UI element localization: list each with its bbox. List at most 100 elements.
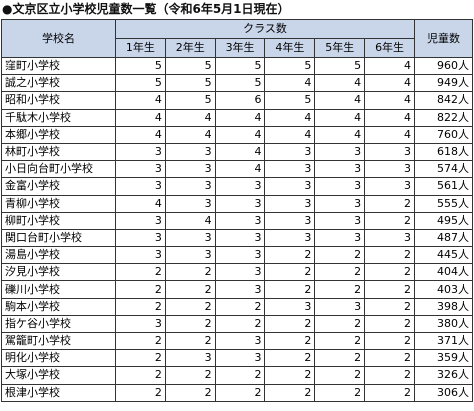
header-cell: 5年生 (314, 38, 366, 58)
table-cell: 2 (264, 349, 316, 368)
table-row: 湯島小学校 3 3 3 2 2 2 445人 (1, 246, 473, 265)
table-row: 明化小学校 2 3 3 2 2 2 359人 (1, 349, 473, 368)
table-cell: 柳町小学校 (1, 211, 116, 230)
table-cell: 3 (264, 297, 316, 316)
table-cell: 2 (264, 280, 316, 299)
table-cell: 4 (264, 108, 316, 127)
table-cell: 3 (164, 246, 216, 265)
table-cell: 404人 (414, 263, 473, 282)
table-cell: 495人 (414, 211, 473, 230)
table-cell: 2 (364, 263, 415, 282)
table-cell: 3 (115, 211, 166, 230)
table-cell: 4 (264, 74, 316, 93)
table-cell: 4 (314, 108, 366, 127)
table-row: 柳町小学校 3 4 3 3 3 2 495人 (1, 211, 473, 230)
table-cell: 2 (364, 297, 415, 316)
table-cell: 3 (164, 160, 216, 179)
table-cell: 青柳小学校 (1, 194, 116, 213)
header-cell: 2年生 (164, 38, 216, 58)
table-cell: 林町小学校 (1, 142, 116, 162)
table-cell: 2 (115, 331, 166, 351)
table-cell: 3 (115, 160, 166, 179)
table-cell: 618人 (414, 142, 473, 162)
table-cell: 3 (214, 211, 266, 230)
table-cell: 2 (214, 383, 266, 402)
table-cell: 2 (115, 280, 166, 299)
table-cell: 3 (214, 246, 266, 265)
table-cell: 3 (314, 194, 366, 213)
table-cell: 4 (164, 125, 216, 144)
table-cell: 明化小学校 (1, 349, 116, 368)
title: ●文京区立小学校児童数一覧（令和6年5月1日現在） (2, 2, 290, 16)
table-cell: 3 (314, 228, 366, 248)
table-cell: 2 (364, 211, 415, 230)
table-cell: 3 (264, 177, 316, 196)
table-cell: 2 (264, 366, 316, 385)
table-cell: 3 (314, 177, 366, 196)
table-cell: 3 (264, 142, 316, 162)
table-cell: 3 (314, 297, 366, 316)
header-cell: 4年生 (264, 38, 316, 58)
table-row: 小日向台町小学校 3 3 4 3 3 3 574人 (1, 160, 473, 179)
table-cell: 3 (214, 194, 266, 213)
table-row: 根津小学校 2 2 2 2 2 2 306人 (1, 383, 473, 402)
table-cell: 371人 (414, 331, 473, 351)
table-cell: 2 (164, 366, 216, 385)
table-row: 林町小学校 3 3 4 3 3 3 618人 (1, 142, 473, 162)
header-cell: 1年生 (115, 38, 166, 58)
header-cell: 3年生 (214, 38, 266, 58)
table-cell: 760人 (414, 125, 473, 144)
table-cell: 4 (314, 125, 366, 144)
table-cell: 大塚小学校 (1, 366, 116, 385)
table-cell: 2 (314, 366, 366, 385)
header-cell: クラス数 (115, 19, 415, 39)
table-cell: 3 (364, 142, 415, 162)
table-cell: 2 (314, 349, 366, 368)
header-row: 学校名 クラス数 児童数 (1, 19, 473, 58)
table-cell: 403人 (414, 280, 473, 299)
table-row: 窪町小学校 5 5 5 5 5 4 960人 (1, 56, 473, 76)
table-cell: 3 (115, 142, 166, 162)
table-row: 千駄木小学校 4 4 4 4 4 4 822人 (1, 108, 473, 127)
table-row: 昭和小学校 4 5 6 5 4 4 842人 (1, 91, 473, 110)
table-cell: 2 (314, 383, 366, 402)
table-cell: 金富小学校 (1, 177, 116, 196)
table-header: 学校名 クラス数 児童数 1年生 2年生 3年生 4年生 5年生 6年生 (1, 19, 473, 58)
table-cell: 306人 (414, 383, 473, 402)
table-cell: 2 (164, 314, 216, 334)
table-cell: 2 (115, 263, 166, 282)
table-cell: 指ケ谷小学校 (1, 314, 116, 334)
table-cell: 2 (164, 383, 216, 402)
table-cell: 2 (264, 263, 316, 282)
table-cell: 5 (115, 56, 166, 76)
table-cell: 4 (115, 194, 166, 213)
table-cell: 842人 (414, 91, 473, 110)
table-cell: 4 (364, 56, 415, 76)
table-cell: 3 (364, 160, 415, 179)
table-cell: 2 (364, 194, 415, 213)
table-cell: 380人 (414, 314, 473, 334)
table-row: 関口台町小学校 3 3 3 3 3 3 487人 (1, 228, 473, 248)
table-cell: 湯島小学校 (1, 246, 116, 265)
table-cell: 3 (164, 194, 216, 213)
table-cell: 3 (214, 349, 266, 368)
table-cell: 千駄木小学校 (1, 108, 116, 127)
table-cell: 3 (164, 142, 216, 162)
table-cell: 2 (164, 280, 216, 299)
header-row: 1年生 2年生 3年生 4年生 5年生 6年生 (2, 38, 473, 58)
header-cell: 学校名 (1, 19, 116, 58)
table-cell: 5 (214, 74, 266, 93)
table-cell: 3 (264, 194, 316, 213)
table-cell: 2 (115, 297, 166, 316)
table-cell: 949人 (414, 74, 473, 93)
table-cell: 5 (314, 56, 366, 76)
table-cell: 4 (115, 125, 166, 144)
table-cell: 昭和小学校 (1, 91, 116, 110)
table-cell: 4 (214, 108, 266, 127)
table-cell: 3 (214, 228, 266, 248)
table-cell: 4 (364, 125, 415, 144)
table-cell: 2 (115, 366, 166, 385)
table-cell: 3 (115, 246, 166, 265)
table-cell: 2 (115, 383, 166, 402)
